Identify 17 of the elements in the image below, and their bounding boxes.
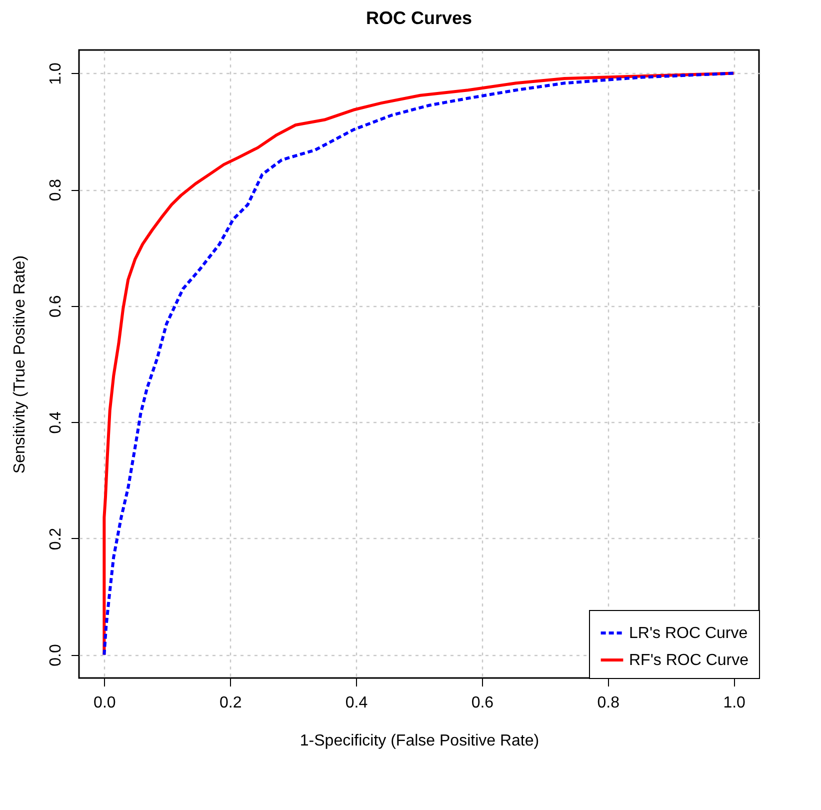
y-tick-label: 0.8	[48, 178, 64, 202]
x-tick-label: 0.6	[471, 694, 494, 712]
legend-label: RF's ROC Curve	[629, 652, 749, 669]
y-tick-label: 0.2	[48, 528, 64, 550]
y-tick-label: 0.6	[48, 295, 64, 318]
x-tick-label: 0.2	[219, 694, 242, 712]
y-tick-label: 1.0	[48, 62, 64, 85]
legend-label: LR's ROC Curve	[629, 625, 748, 642]
chart-title: ROC Curves	[366, 8, 472, 28]
y-axis-title: Sensitivity (True Positive Rate)	[12, 255, 28, 474]
y-tick-label: 0.0	[48, 644, 64, 666]
x-tick-label: 0.0	[94, 694, 116, 712]
y-tick-label: 0.4	[48, 411, 64, 434]
x-tick-label: 0.8	[597, 694, 620, 712]
x-tick-label: 1.0	[723, 694, 746, 712]
x-tick-label: 0.4	[345, 694, 368, 712]
x-axis-title: 1-Specificity (False Positive Rate)	[300, 732, 540, 750]
